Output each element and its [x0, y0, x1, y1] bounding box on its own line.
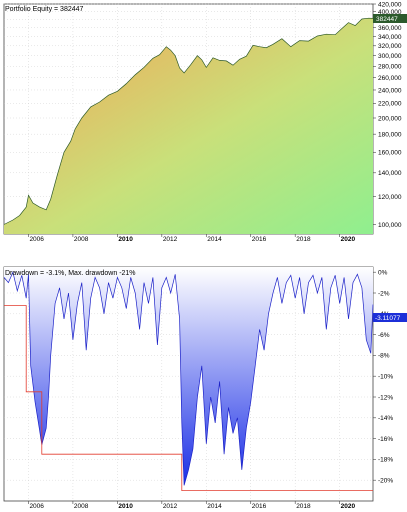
y-tick-label: 240,000: [378, 87, 402, 94]
x-tick-label: 2008: [74, 503, 89, 510]
x-tick-label: 2014: [207, 503, 222, 510]
equity-panel: 100,000 120,000 140,000 160,000 180,000 200,0…: [3, 1, 407, 243]
equity-y-ticks: 100,000 120,000 140,000 160,000 180,000 200,0…: [373, 1, 402, 229]
y-tick-label: -10%: [378, 374, 393, 381]
x-tick-label: 2010: [118, 503, 133, 510]
x-tick-label: 2018: [296, 503, 311, 510]
y-tick-label: 200,000: [378, 115, 402, 122]
x-tick-label: 2006: [29, 236, 44, 243]
drawdown-x-ticks: 2006 2008 2010 2012 2014 2016 2018 2020: [28, 501, 356, 510]
drawdown-line: [3, 271, 374, 486]
equity-line: [3, 17, 374, 225]
y-tick-label: 0%: [378, 270, 388, 277]
x-tick-label: 2018: [296, 236, 311, 243]
drawdown-title: Drawdown = -3.1%, Max. drawdown -21%: [5, 270, 136, 277]
drawdown-last-value: -3.11077: [375, 315, 401, 322]
y-tick-label: 420,000: [378, 1, 402, 8]
x-tick-label: 2012: [163, 236, 178, 243]
x-tick-label: 2014: [207, 236, 222, 243]
x-tick-label: 2006: [29, 503, 44, 510]
y-tick-label: 180,000: [378, 131, 402, 138]
y-tick-label: 280,000: [378, 64, 402, 71]
drawdown-last-value-badge: -3.11077: [373, 313, 407, 322]
equity-title: Portfolio Equity = 382447: [5, 6, 84, 13]
y-tick-label: 360,000: [378, 25, 402, 32]
x-tick-label: 2020: [341, 503, 356, 510]
y-tick-label: -2%: [378, 290, 390, 297]
x-tick-label: 2016: [252, 236, 267, 243]
y-tick-label: -12%: [378, 394, 393, 401]
x-tick-label: 2012: [163, 503, 178, 510]
drawdown-y-ticks: 0%-2%-4%-6%-8%-10%-12%-14%-16%-18%-20%: [373, 270, 393, 485]
y-tick-label: 400,000: [378, 9, 402, 16]
y-tick-label: 160,000: [378, 150, 402, 157]
equity-x-ticks: 2006 2008 2010 2012 2014 2016 2018 2020: [28, 234, 356, 243]
y-tick-label: -6%: [378, 332, 390, 339]
y-tick-label: -16%: [378, 436, 393, 443]
y-tick-label: 300,000: [378, 53, 402, 60]
equity-last-value-badge: 382447: [373, 14, 407, 23]
y-tick-label: 260,000: [378, 75, 402, 82]
y-tick-label: 220,000: [378, 101, 402, 108]
y-tick-label: -18%: [378, 457, 393, 464]
x-tick-label: 2020: [341, 236, 356, 243]
equity-last-value: 382447: [376, 16, 398, 23]
x-tick-label: 2016: [252, 503, 267, 510]
x-tick-label: 2008: [74, 236, 89, 243]
max-drawdown-line: [4, 305, 373, 491]
y-tick-label: -14%: [378, 415, 393, 422]
drawdown-panel: 0%-2%-4%-6%-8%-10%-12%-14%-16%-18%-20% 2…: [3, 266, 407, 510]
y-tick-label: 120,000: [378, 194, 402, 201]
x-tick-label: 2010: [118, 236, 133, 243]
y-tick-label: 320,000: [378, 43, 402, 50]
y-tick-label: -8%: [378, 353, 390, 360]
y-tick-label: -20%: [378, 478, 393, 485]
drawdown-area: [4, 267, 373, 486]
y-tick-label: 100,000: [378, 222, 402, 229]
y-tick-label: 140,000: [378, 170, 402, 177]
equity-area: [4, 18, 373, 235]
y-tick-label: 340,000: [378, 34, 402, 41]
